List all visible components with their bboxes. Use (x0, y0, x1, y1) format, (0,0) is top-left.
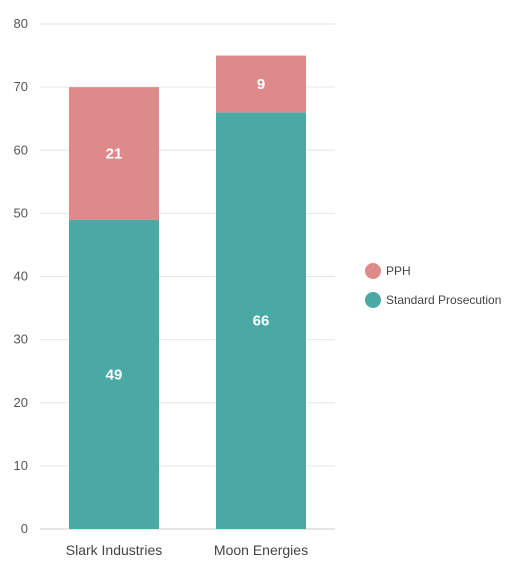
y-tick-label: 40 (14, 269, 28, 284)
y-tick-label: 20 (14, 395, 28, 410)
y-tick-label: 0 (21, 521, 28, 536)
data-labels: 49 21 66 9 (106, 76, 270, 383)
bar-standard-prosecution (216, 112, 306, 529)
legend-marker (365, 263, 381, 279)
bar-pph (216, 55, 306, 113)
data-label: 9 (257, 76, 265, 93)
x-tick-label: Slark Industries (66, 542, 162, 558)
y-tick-label: 70 (14, 79, 28, 94)
bar-standard-prosecution (69, 219, 159, 529)
y-tick-label: 50 (14, 205, 28, 220)
x-tick-label: Moon Energies (214, 542, 308, 558)
data-label: 49 (106, 366, 123, 383)
data-label: 66 (253, 313, 270, 330)
y-tick-label: 10 (14, 458, 28, 473)
bar-pph (69, 87, 159, 220)
y-axis: 0 10 20 30 40 50 60 70 80 (14, 16, 28, 536)
legend-label: Standard Prosecution (386, 293, 501, 307)
data-label: 21 (106, 145, 123, 162)
legend-marker (365, 292, 381, 308)
bars (69, 55, 306, 529)
legend: PPH Standard Prosecution (365, 263, 501, 308)
y-tick-label: 60 (14, 142, 28, 157)
x-axis: Slark Industries Moon Energies (66, 542, 308, 558)
y-tick-label: 30 (14, 332, 28, 347)
y-tick-label: 80 (14, 16, 28, 31)
legend-label: PPH (386, 264, 411, 278)
